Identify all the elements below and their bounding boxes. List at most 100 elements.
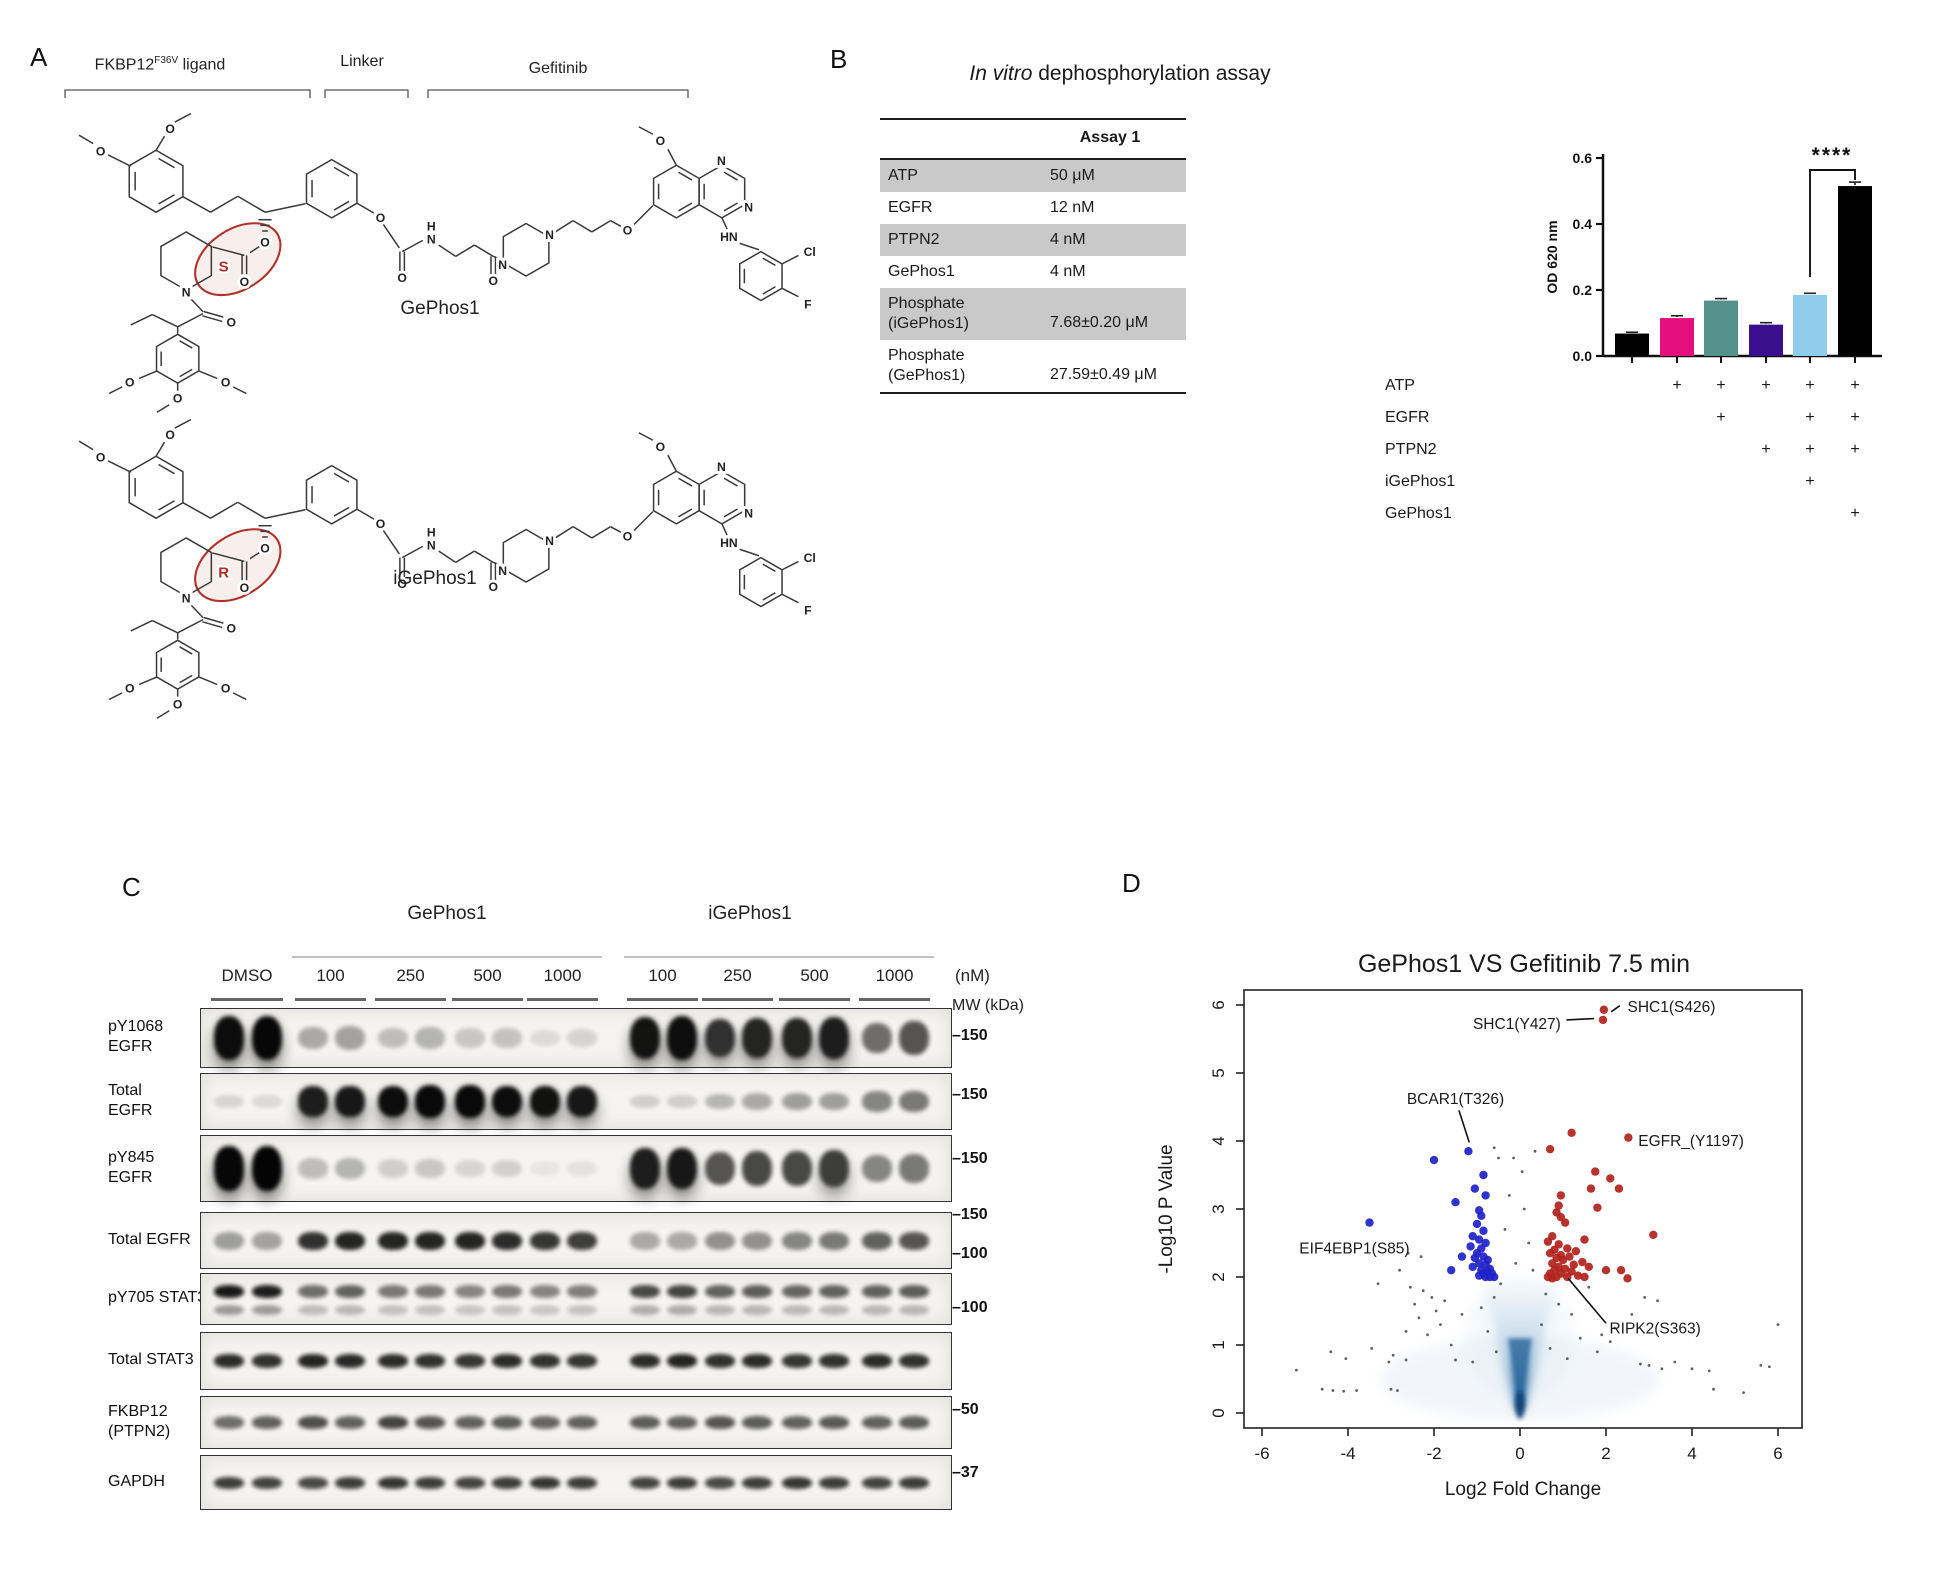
atom-label-o: O <box>656 134 665 148</box>
blot-band <box>567 1086 597 1117</box>
atom-label-o: O <box>96 144 105 158</box>
scatter-point-down <box>1451 1198 1460 1207</box>
scatter-point-down <box>1365 1218 1374 1227</box>
matrix-plus: + <box>1850 377 1859 394</box>
aromatic-inner-bond <box>678 202 693 212</box>
bond <box>667 148 678 166</box>
scatter-point-ns <box>1742 1391 1745 1394</box>
blot-row-label: FKBP12 (PTPN2) <box>108 1402 171 1440</box>
scatter-point-ns <box>1396 1389 1399 1392</box>
scatter-point-ns <box>1417 1316 1421 1320</box>
bond <box>156 710 170 719</box>
atom-label-o: O <box>173 391 182 405</box>
matrix-plus: + <box>1850 441 1859 458</box>
bar <box>1615 333 1649 356</box>
blot-band <box>492 1476 522 1489</box>
lane-header: 100 <box>648 966 677 985</box>
scatter-point-ns <box>1389 1387 1393 1391</box>
blot-strip <box>200 1455 952 1510</box>
blot-band <box>335 1231 365 1250</box>
bond <box>212 246 245 257</box>
stereocenter-ellipse <box>194 528 282 603</box>
blot-band <box>214 1284 244 1298</box>
annotation-label: SHC1(Y427) <box>1473 1016 1561 1033</box>
scatter-point-ns <box>1557 1302 1561 1306</box>
x-axis-title: Log2 Fold Change <box>1445 1479 1601 1500</box>
atom-label-o: O <box>397 271 406 285</box>
fkbp-sup: F36V <box>154 55 179 66</box>
atom-label-o: O <box>125 375 134 389</box>
ring-bond <box>160 537 213 598</box>
bond <box>182 196 211 213</box>
bond <box>455 550 475 563</box>
table-row-value: 27.59±0.49 μM <box>1050 366 1157 383</box>
blot-band <box>742 1416 772 1429</box>
aromatic-inner-bond <box>333 166 350 177</box>
scatter-point-ns <box>1596 1350 1599 1354</box>
mw-marker: –150 <box>952 1027 988 1044</box>
blot-band <box>630 1147 660 1190</box>
blot-band <box>630 1416 660 1429</box>
blot-band-doublet <box>567 1305 597 1316</box>
x-tick-label: 4 <box>1687 1444 1696 1463</box>
blot-band <box>705 1416 735 1429</box>
blot-row-label: pY845 EGFR <box>108 1148 155 1186</box>
bond <box>249 551 261 560</box>
blot-band-doublet <box>705 1305 735 1316</box>
blot-band <box>378 1231 408 1250</box>
significance-bracket <box>1809 169 1856 277</box>
assay-title-italic: In vitro <box>969 62 1033 85</box>
blot-row-label: Total STAT3 <box>108 1351 194 1368</box>
atom-label-n: N <box>182 591 191 605</box>
scatter-point-down <box>1479 1226 1488 1235</box>
blot-band <box>819 1416 849 1429</box>
table-row-value: 4 nM <box>1050 263 1086 280</box>
ring-bond <box>502 528 550 583</box>
scatter-point-up <box>1545 1249 1555 1258</box>
blot-strip <box>200 1008 952 1068</box>
scatter-point-ns <box>1499 1282 1503 1286</box>
lane-header: 500 <box>473 966 502 985</box>
scatter-point-ns <box>1443 1299 1447 1303</box>
fkbp-base: FKBP12 <box>94 56 155 74</box>
ring-bond <box>305 158 358 219</box>
bond <box>130 619 153 632</box>
bar <box>1704 300 1738 356</box>
aromatic-inner-bond <box>158 194 175 205</box>
atom-label-o: O <box>656 440 665 454</box>
scatter-point-up <box>1565 1252 1574 1261</box>
bond <box>610 526 622 533</box>
blot-band <box>378 1354 408 1368</box>
scatter-point-ns <box>1355 1389 1358 1392</box>
bond <box>107 460 132 473</box>
blot-band <box>742 1284 772 1298</box>
blot-band <box>705 1018 735 1058</box>
blot-band <box>705 1151 735 1186</box>
y-tick-label: 4 <box>1209 1136 1228 1145</box>
blot-band-doublet <box>335 1305 365 1316</box>
blot-band <box>530 1416 560 1429</box>
bond <box>237 195 266 213</box>
scatter-point-ns <box>1408 1285 1412 1289</box>
stereocenter-ellipse <box>194 222 282 297</box>
scatter-point-ns <box>1578 1336 1582 1340</box>
bond <box>736 241 760 251</box>
blot-band <box>862 1231 892 1250</box>
scatter-point-up <box>1591 1167 1600 1176</box>
atom-label-hn: HN <box>720 230 738 244</box>
matrix-plus: + <box>1761 377 1770 394</box>
table-row: EGFR 12 nM <box>880 192 1186 224</box>
aromatic-inner-bond <box>723 508 738 518</box>
scatter-point-ns <box>1647 1364 1651 1367</box>
aromatic-inner-bond <box>158 157 175 169</box>
atom-label-n: N <box>717 154 726 168</box>
blot-band <box>252 1416 282 1429</box>
blot-band <box>782 1284 812 1298</box>
atom-label-o: O <box>125 681 134 695</box>
scatter-point-ns <box>1439 1323 1442 1326</box>
blot-band <box>415 1284 445 1298</box>
lane-header: 100 <box>316 966 345 985</box>
blot-band <box>214 1231 244 1250</box>
region-label-linker: Linker <box>340 53 384 70</box>
blot-band <box>742 1231 772 1250</box>
